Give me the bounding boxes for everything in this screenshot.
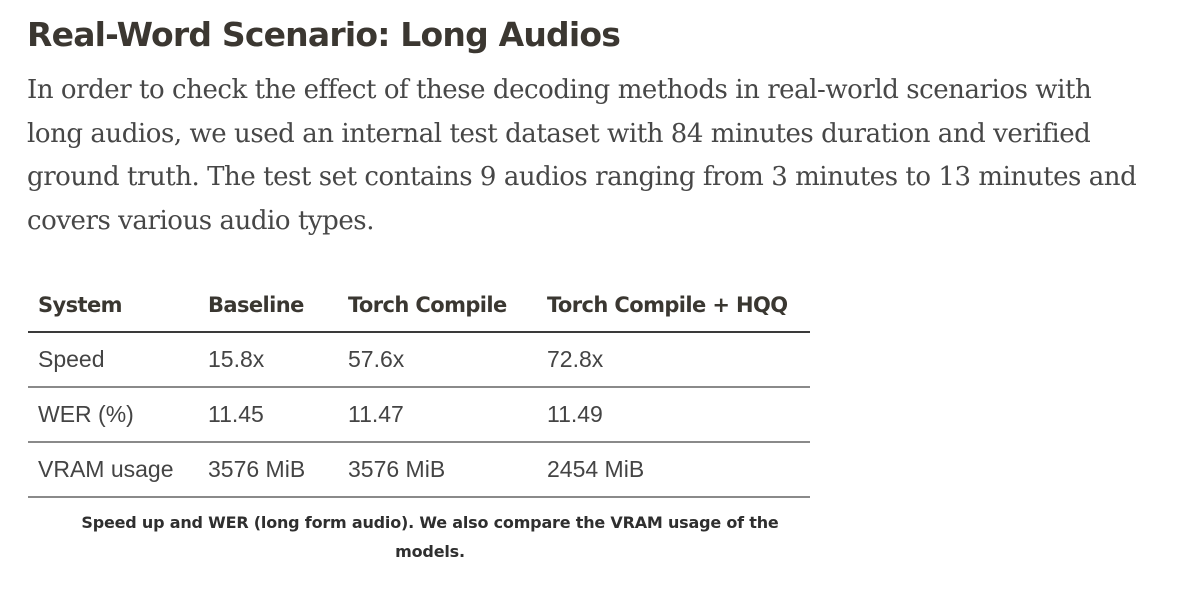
row-label: WER (%) [28,387,198,443]
header-baseline: Baseline [198,278,338,333]
caption-line: models. [395,542,465,561]
cell-torch-compile: 3576 MiB [338,442,537,498]
cell-torch-compile: 11.47 [338,387,537,443]
paragraph-line: In order to check the effect of these de… [27,75,1092,105]
paragraph-line: covers various audio types. [27,205,375,236]
results-table: System Baseline Torch Compile Torch Comp… [28,278,810,498]
row-label: VRAM usage [28,442,198,498]
cell-baseline: 11.45 [198,387,338,443]
caption-line: Speed up and WER (long form audio). We a… [81,513,779,532]
header-torch-compile: Torch Compile [338,278,537,333]
cell-torch-compile-hqq: 2454 MiB [537,442,810,498]
row-label: Speed [28,332,198,388]
table-caption: Speed up and WER (long form audio). We a… [40,508,820,566]
table-header-row: System Baseline Torch Compile Torch Comp… [28,278,810,333]
paragraph-line: ground truth. The test set contains 9 au… [27,162,1137,192]
cell-torch-compile-hqq: 72.8x [537,332,810,388]
table-row-vram: VRAM usage 3576 MiB 3576 MiB 2454 MiB [28,442,810,498]
table-row-speed: Speed 15.8x 57.6x 72.8x [28,332,810,388]
cell-torch-compile: 57.6x [338,332,537,388]
intro-paragraph: In order to check the effect of these de… [27,69,1187,243]
paragraph-line: long audios, we used an internal test da… [27,118,1091,149]
table-row-wer: WER (%) 11.45 11.47 11.49 [28,387,810,443]
section-heading: Real-Word Scenario: Long Audios [27,15,621,54]
cell-baseline: 15.8x [198,332,338,388]
header-torch-compile-hqq: Torch Compile + HQQ [537,278,810,333]
header-system: System [28,278,198,333]
cell-torch-compile-hqq: 11.49 [537,387,810,443]
cell-baseline: 3576 MiB [198,442,338,498]
